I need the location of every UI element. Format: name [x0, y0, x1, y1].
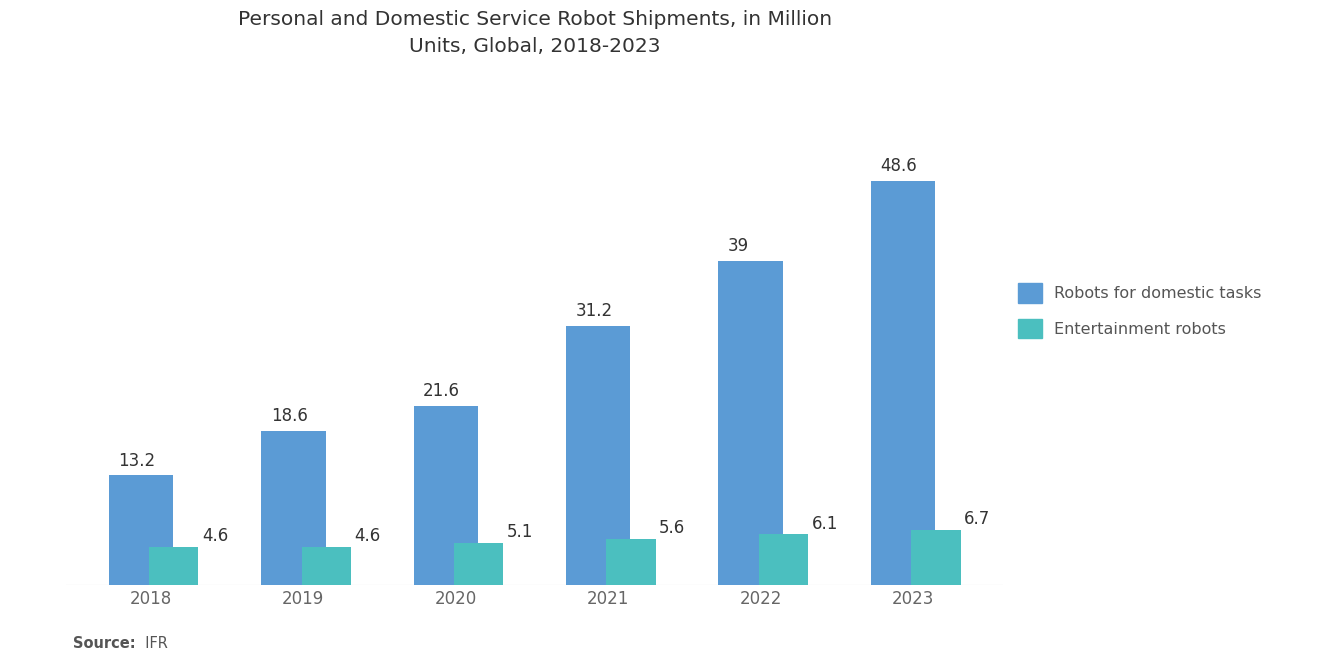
Bar: [759, 535, 808, 585]
Bar: [108, 475, 173, 585]
Bar: [301, 547, 351, 585]
Bar: [566, 326, 631, 585]
Text: 6.1: 6.1: [812, 515, 838, 533]
Text: 39: 39: [729, 237, 750, 255]
Text: 6.7: 6.7: [964, 510, 990, 528]
Text: 48.6: 48.6: [880, 158, 917, 176]
Text: 4.6: 4.6: [354, 527, 380, 545]
Legend: Robots for domestic tasks, Entertainment robots: Robots for domestic tasks, Entertainment…: [1011, 277, 1269, 344]
Text: 5.6: 5.6: [659, 519, 685, 537]
Text: IFR: IFR: [136, 636, 168, 652]
Bar: [871, 182, 936, 585]
Bar: [911, 529, 961, 585]
Text: 21.6: 21.6: [424, 382, 461, 400]
Bar: [149, 547, 198, 585]
Text: Source:: Source:: [73, 636, 135, 652]
Bar: [606, 539, 656, 585]
Bar: [261, 431, 326, 585]
Title: Personal and Domestic Service Robot Shipments, in Million
Units, Global, 2018-20: Personal and Domestic Service Robot Ship…: [238, 10, 832, 56]
Text: 31.2: 31.2: [576, 302, 612, 320]
Bar: [413, 406, 478, 585]
Bar: [454, 543, 503, 585]
Text: 13.2: 13.2: [119, 452, 156, 469]
Text: 4.6: 4.6: [202, 527, 228, 545]
Bar: [718, 261, 783, 585]
Text: 5.1: 5.1: [507, 523, 533, 541]
Text: 18.6: 18.6: [271, 407, 308, 425]
